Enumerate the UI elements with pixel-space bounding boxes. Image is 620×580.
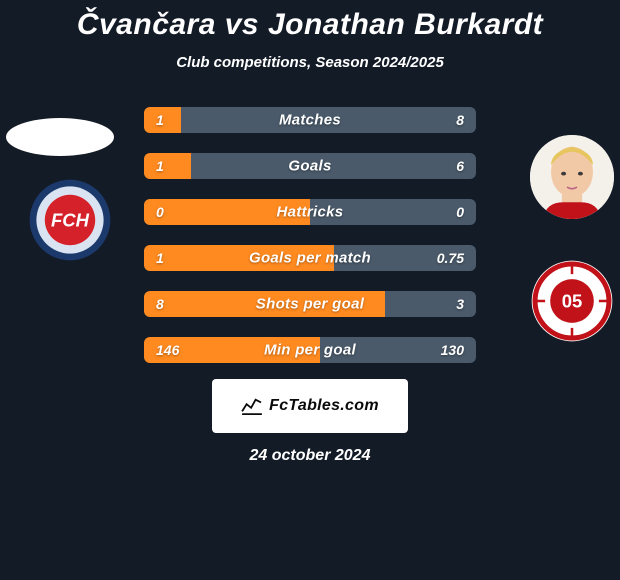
chart-icon [241, 397, 263, 415]
stat-value-left: 0 [156, 204, 164, 220]
stat-row: Matches 1 8 [144, 107, 476, 133]
stats-list: Matches 1 8 Goals 1 6 Hattricks 0 0 Goals per mat… [0, 107, 620, 363]
date-text: 24 october 2024 [250, 447, 371, 465]
stat-value-right: 8 [456, 112, 464, 128]
stat-row: Min per goal 146 130 [144, 337, 476, 363]
stat-label: Goals per match [249, 250, 371, 267]
stat-value-left: 1 [156, 250, 164, 266]
footer-brand-text: FcTables.com [269, 397, 379, 415]
stat-bar-right [191, 153, 476, 179]
stat-row: Goals per match 1 0.75 [144, 245, 476, 271]
stat-value-right: 0.75 [437, 250, 464, 266]
page-subtitle: Club competitions, Season 2024/2025 [176, 54, 444, 71]
stat-label: Hattricks [277, 204, 344, 221]
stat-value-left: 1 [156, 112, 164, 128]
stat-value-right: 130 [441, 342, 464, 358]
stat-value-right: 0 [456, 204, 464, 220]
stat-label: Min per goal [264, 342, 356, 359]
stat-label: Shots per goal [256, 296, 364, 313]
comparison-card: Čvančara vs Jonathan Burkardt Club compe… [0, 0, 620, 580]
stat-row: Shots per goal 8 3 [144, 291, 476, 317]
stat-label: Matches [279, 112, 341, 129]
page-title: Čvančara vs Jonathan Burkardt [77, 8, 543, 42]
stat-value-left: 1 [156, 158, 164, 174]
stat-label: Goals [288, 158, 331, 175]
stat-row: Hattricks 0 0 [144, 199, 476, 225]
stat-value-left: 8 [156, 296, 164, 312]
stat-row: Goals 1 6 [144, 153, 476, 179]
footer-brand: FcTables.com [212, 379, 408, 433]
stat-value-right: 3 [456, 296, 464, 312]
stat-value-left: 146 [156, 342, 179, 358]
stat-value-right: 6 [456, 158, 464, 174]
stat-bar-left [144, 153, 191, 179]
